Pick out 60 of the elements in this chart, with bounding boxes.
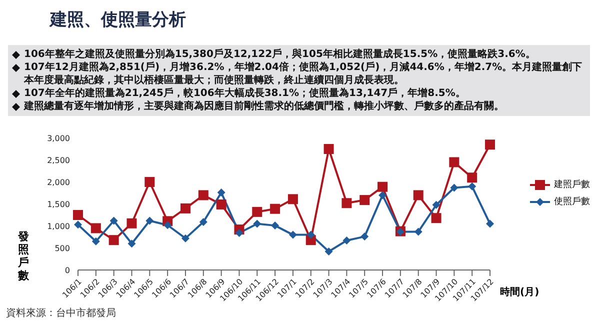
point [467, 172, 478, 183]
text: 106年整年之建照及使照量分別為15,380戶及12,122戶，與105年相比建照量成長15.5%，使照量略跌3.6%。 [24, 48, 536, 61]
point [235, 229, 244, 238]
y-tick-label: 3,000 [47, 134, 70, 143]
point [144, 177, 155, 187]
point [449, 157, 460, 168]
point [342, 236, 351, 245]
point [360, 195, 370, 206]
point [92, 237, 100, 246]
point [432, 200, 440, 209]
text: 107年全年的建照量為21,245戶，較106年大幅成長38.1%；使照量為13,147戶，年增8.5%。 [24, 87, 466, 100]
point [110, 216, 118, 225]
legend-label: 建照戶數 [554, 178, 590, 191]
point [198, 190, 208, 200]
point [360, 232, 369, 241]
point [217, 188, 226, 197]
point [450, 184, 458, 192]
point [468, 182, 476, 190]
point [126, 218, 137, 228]
y-tick-label: 0 [64, 266, 70, 275]
y-tick-label: 2,000 [47, 178, 70, 187]
point [252, 206, 262, 217]
point [324, 144, 334, 154]
point [73, 210, 83, 220]
point [108, 235, 119, 246]
y-tick-label: 2,500 [47, 156, 70, 165]
point [128, 240, 136, 248]
point [324, 248, 333, 256]
point [414, 228, 422, 236]
point [90, 223, 101, 234]
point [486, 220, 494, 228]
point [271, 222, 280, 230]
point [253, 220, 262, 228]
y-axis-title: 發照戶數 [18, 230, 30, 282]
x-axis-title: 時間(月) [500, 286, 540, 299]
y-tick-label: 1,500 [47, 200, 70, 209]
point [74, 220, 82, 229]
point [431, 213, 442, 224]
point [378, 182, 388, 192]
text: 107年12月建照為2,851(戶)，月增36.2%，年增2.04倍；使照為1,052(戶)，月減44.6%，年增2.7%。本月建照量創下本年度最高點紀錄，其中以梧棲區量最大；而使照量轉跌，終止連續四個月成長表現。 [24, 61, 584, 87]
chart-title: 建照、使照量分析 [50, 9, 186, 31]
point [199, 218, 208, 226]
point [216, 199, 226, 210]
point [181, 234, 190, 242]
legend-label: 使照戶數 [554, 196, 590, 208]
point [270, 204, 280, 214]
point [180, 203, 190, 214]
point [378, 191, 387, 200]
point [413, 190, 424, 200]
y-tick-label: 500 [54, 244, 70, 253]
point [485, 140, 495, 150]
point [146, 216, 154, 225]
point [288, 194, 298, 204]
point [306, 230, 315, 239]
point [288, 230, 297, 239]
text: 建照總量有逐年增加情形，主要與建商為因應目前剛性需求的低總價門檻，轉推小坪數、戶數多的產品有關。 [24, 100, 504, 113]
point [342, 198, 352, 208]
y-tick-label: 1,000 [47, 222, 70, 231]
point [164, 221, 172, 230]
source-note: 資料來源：台中市都發局 [6, 306, 116, 320]
